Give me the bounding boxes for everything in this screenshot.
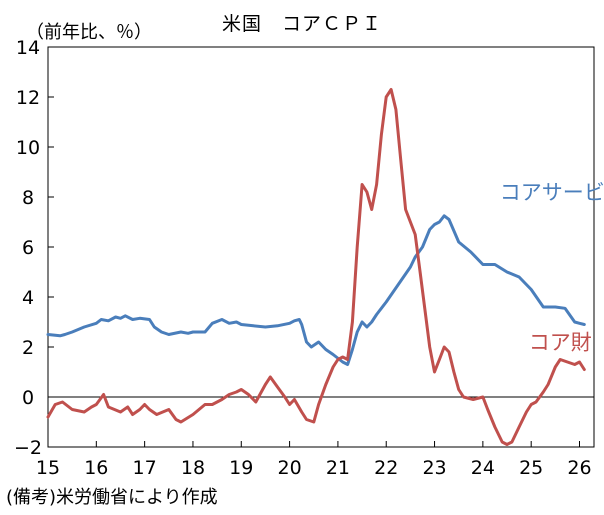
y-tick-label: 6 (22, 237, 34, 259)
plot-frame (47, 46, 595, 448)
y-tick-label: 10 (16, 137, 40, 159)
y-tick-label: 8 (22, 187, 34, 209)
series-label-core-goods: コア財 (529, 331, 592, 355)
x-tick-label: 17 (133, 457, 157, 479)
y-tick-label: 2 (22, 337, 34, 359)
x-tick-label: 15 (36, 457, 60, 479)
x-tick-label: 21 (326, 457, 350, 479)
x-tick-label: 26 (567, 457, 591, 479)
series-line-core-goods (46, 88, 586, 446)
x-tick-label: 24 (471, 457, 495, 479)
x-tick-label: 20 (277, 457, 301, 479)
x-tick-label: 16 (84, 457, 108, 479)
series-line-core-services (46, 214, 586, 366)
x-tick-label: 22 (374, 457, 398, 479)
y-tick-label: 12 (16, 87, 40, 109)
y-tick-label: −2 (14, 437, 42, 459)
y-tick-label: 0 (22, 387, 34, 409)
series-label-core-services: コアサービス (500, 181, 604, 205)
y-tick-label: 14 (16, 37, 40, 59)
y-tick-label: 4 (22, 287, 34, 309)
x-tick-label: 19 (229, 457, 253, 479)
x-tick-label: 25 (519, 457, 543, 479)
chart-title: 米国 コアＣＰＩ (221, 13, 382, 35)
x-tick-label: 18 (181, 457, 205, 479)
y-axis-unit-label: （前年比、％） (26, 22, 152, 43)
x-tick-label: 23 (422, 457, 446, 479)
source-note: (備考)米労働省により作成 (6, 487, 218, 508)
